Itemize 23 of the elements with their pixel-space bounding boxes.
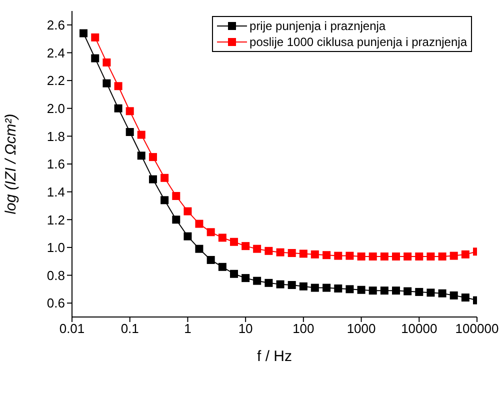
y-tick-label: 2.6 [46, 18, 65, 33]
legend-label: poslije 1000 ciklusa punjenja i praznjenja [250, 35, 467, 49]
y-tick-label: 0.8 [46, 268, 65, 283]
x-tick-label: 100 [292, 321, 314, 336]
x-tick-label: 1000 [346, 321, 376, 336]
y-tick-label: 1.0 [46, 240, 65, 256]
y-tick-label: 2.2 [46, 73, 65, 88]
y-axis-title: log (IZI / Ωcm²) [2, 114, 20, 214]
legend-label: prije punjenja i praznjenja [250, 19, 386, 33]
y-tick-label: 1.8 [46, 128, 65, 144]
y-tick-label: 2.4 [46, 45, 65, 60]
x-axis-title: f / Hz [256, 348, 292, 365]
x-tick-label: 10 [238, 321, 253, 336]
x-tick-label: 0.01 [59, 321, 85, 336]
x-tick-label: 0.1 [120, 321, 139, 336]
y-tick-label: 2.0 [46, 100, 65, 116]
y-tick-label: 1.4 [46, 184, 65, 200]
x-tick-label: 100000 [455, 321, 499, 336]
y-tick-label: 1.2 [46, 212, 65, 228]
x-tick-label: 10000 [401, 321, 438, 336]
x-tick-label: 1 [184, 321, 192, 336]
y-tick-label: 1.6 [46, 156, 65, 172]
y-tick-label: 0.6 [46, 296, 65, 311]
